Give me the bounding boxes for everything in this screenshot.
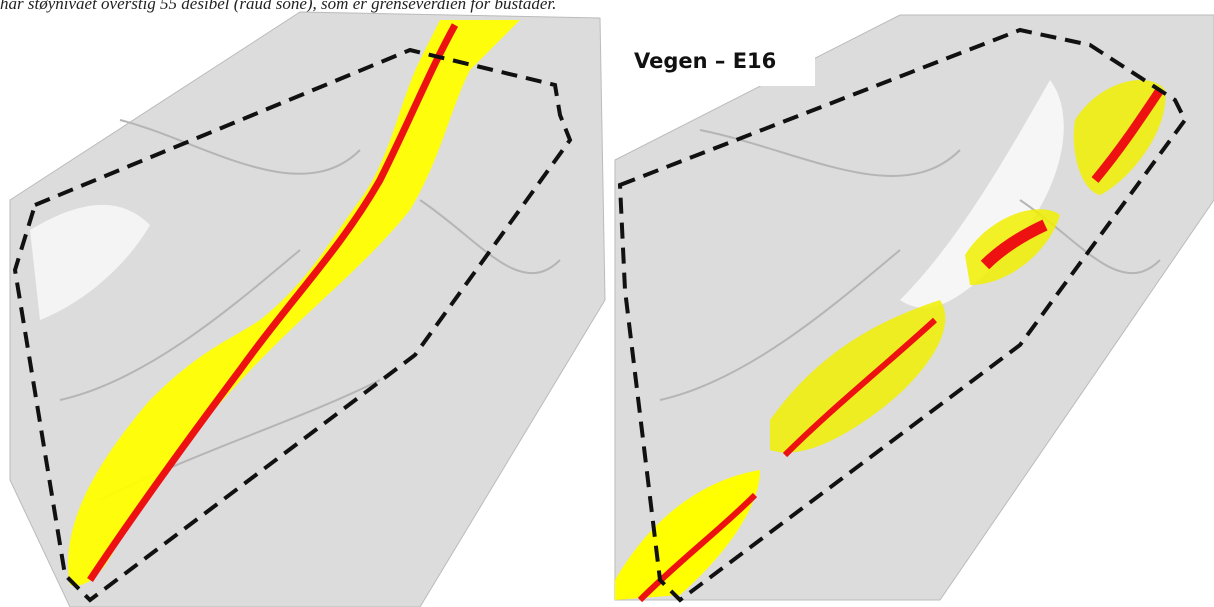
page: {"caption": "har støynivået overstig 55 …	[0, 0, 1214, 607]
caption: har støynivået overstig 55 desibel (raud…	[0, 0, 556, 13]
left-map	[10, 12, 605, 607]
map-label: Vegen – E16	[634, 49, 776, 73]
right-map: Vegen – E16	[615, 15, 1214, 600]
map-figure: har støynivået overstig 55 desibel (raud…	[0, 0, 1214, 607]
